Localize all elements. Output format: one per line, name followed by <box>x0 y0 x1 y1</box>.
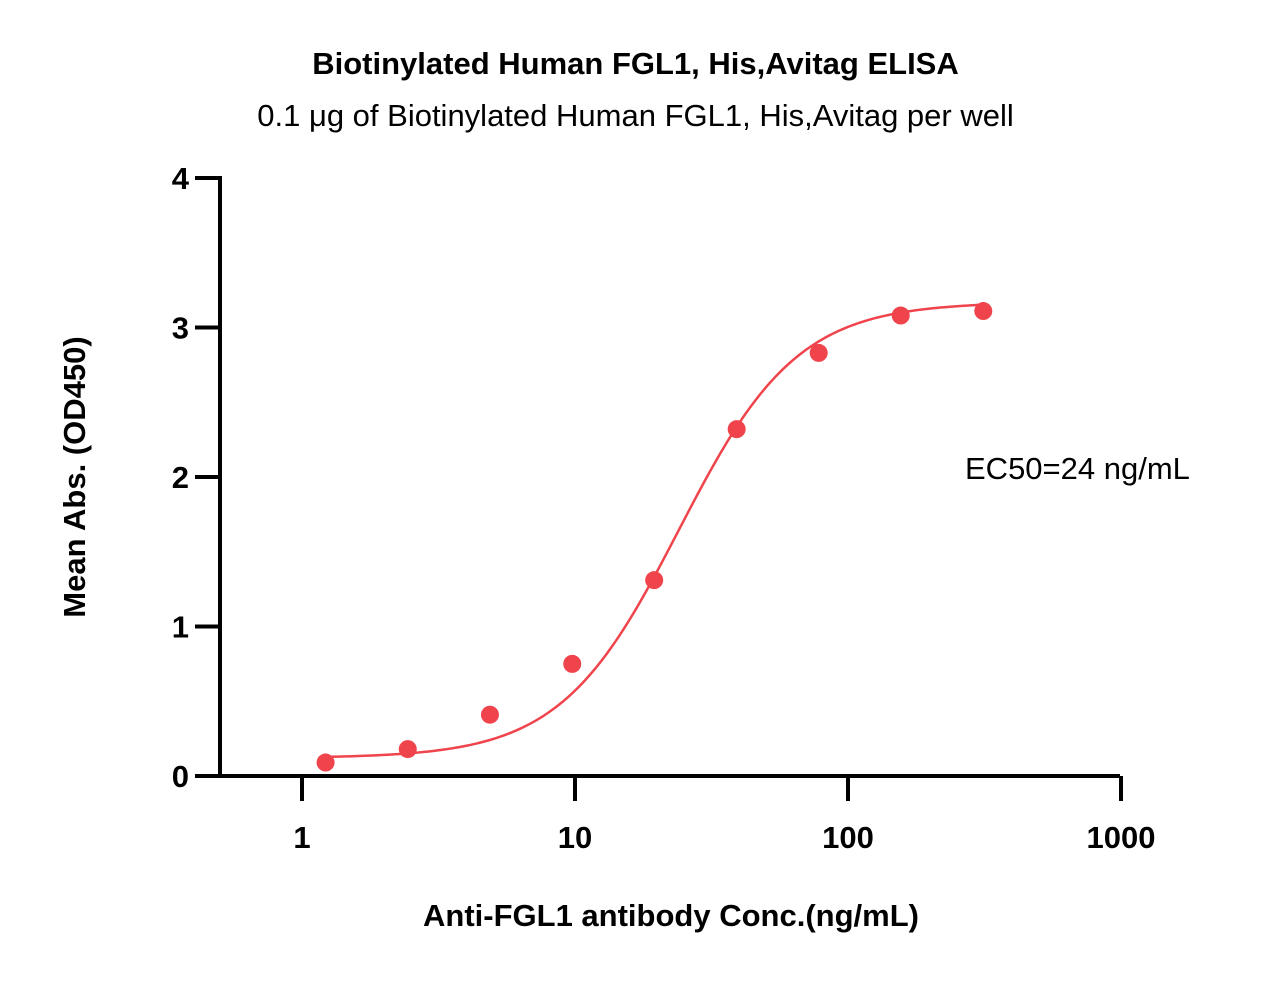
chart-title: Biotinylated Human FGL1, His,Avitag ELIS… <box>312 46 959 81</box>
y-tick-label: 1 <box>172 610 189 645</box>
y-tick-label: 3 <box>172 311 189 346</box>
y-axis-title: Mean Abs. (OD450) <box>57 336 92 617</box>
x-tick-label: 1000 <box>1087 820 1156 855</box>
y-tick-label: 4 <box>172 161 190 196</box>
data-point <box>974 302 993 321</box>
y-axis: 0 1 2 3 4 <box>172 161 222 794</box>
data-point <box>316 753 335 772</box>
data-points <box>316 302 993 772</box>
chart-subtitle: 0.1 μg of Biotinylated Human FGL1, His,A… <box>257 98 1014 133</box>
x-axis-title: Anti-FGL1 antibody Conc.(ng/mL) <box>423 898 919 933</box>
fit-curve <box>325 303 984 759</box>
data-point <box>891 306 910 325</box>
data-point <box>727 420 746 439</box>
data-point <box>398 740 417 759</box>
y-tick-label: 2 <box>172 460 189 495</box>
x-tick-label: 1 <box>293 820 310 855</box>
x-tick-label: 10 <box>558 820 592 855</box>
x-axis: 1 10 100 1000 <box>218 774 1156 855</box>
data-point <box>809 343 828 362</box>
ec50-annotation: EC50=24 ng/mL <box>965 451 1190 486</box>
data-point <box>480 705 499 724</box>
data-point <box>645 571 664 590</box>
x-tick-label: 100 <box>822 820 874 855</box>
y-tick-label: 0 <box>172 759 189 794</box>
data-point <box>563 654 582 673</box>
